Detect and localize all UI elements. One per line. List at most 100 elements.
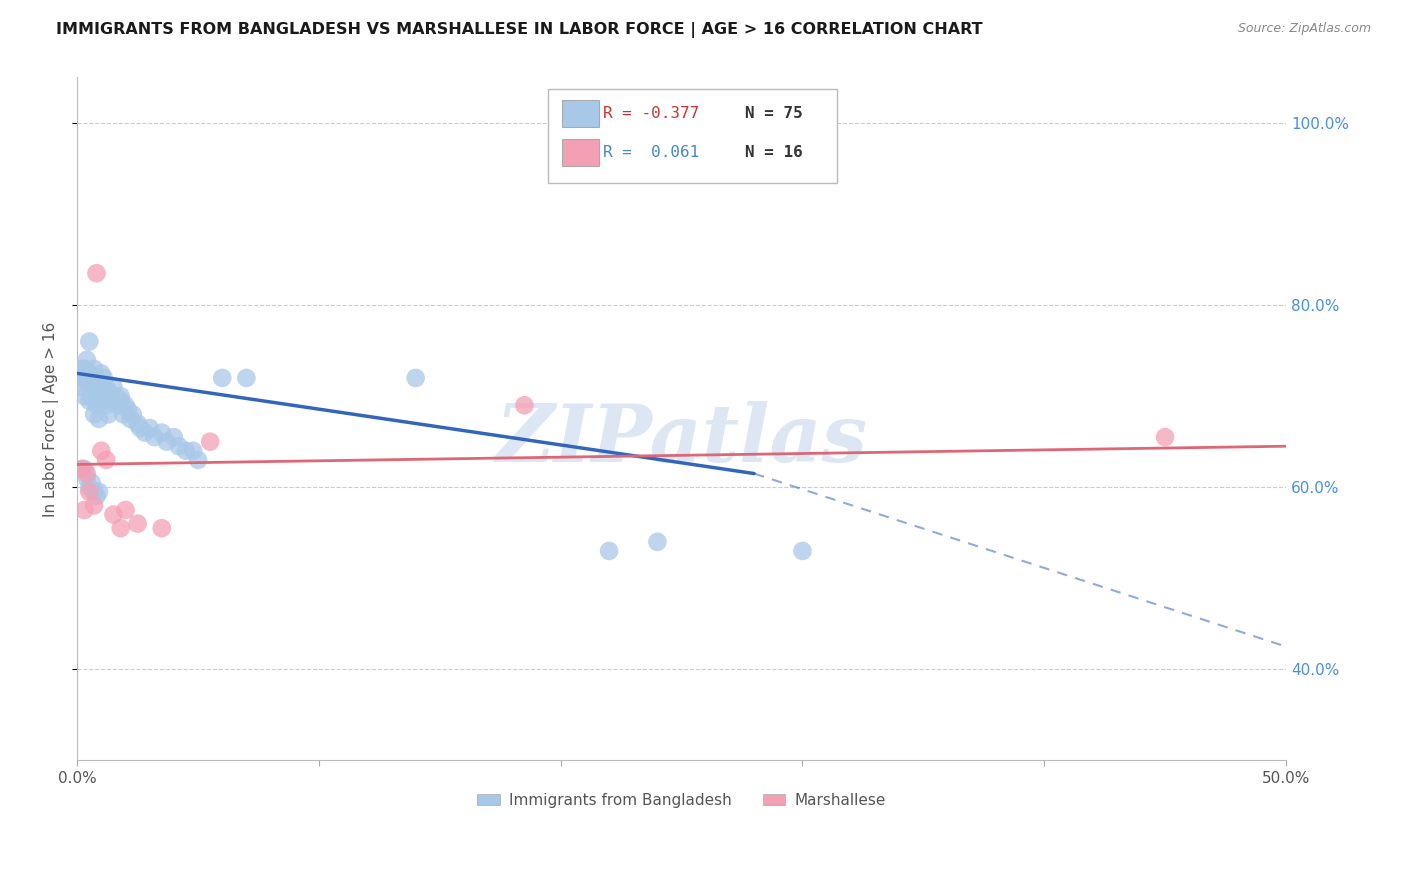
Point: [77, 367, 100, 381]
Point: [80, 475, 103, 490]
Point: [187, 453, 209, 467]
Point: [80, 389, 103, 403]
Point: [76, 352, 98, 367]
Point: [87, 389, 110, 403]
Point: [77, 480, 100, 494]
Point: [112, 408, 135, 422]
Text: Source: ZipAtlas.com: Source: ZipAtlas.com: [1237, 22, 1371, 36]
Text: N = 75: N = 75: [745, 106, 803, 120]
Text: R =  0.061: R = 0.061: [603, 145, 699, 160]
Point: [103, 508, 125, 522]
Point: [167, 439, 190, 453]
Text: ZIPatlas: ZIPatlas: [495, 401, 868, 478]
Text: IMMIGRANTS FROM BANGLADESH VS MARSHALLESE IN LABOR FORCE | AGE > 16 CORRELATION : IMMIGRANTS FROM BANGLADESH VS MARSHALLES…: [56, 22, 983, 38]
Point: [90, 393, 112, 408]
Point: [120, 412, 142, 426]
Point: [163, 430, 186, 444]
Point: [96, 384, 118, 399]
Text: N = 16: N = 16: [745, 145, 803, 160]
Point: [107, 398, 129, 412]
Point: [198, 434, 221, 449]
Point: [235, 371, 257, 385]
Point: [93, 389, 115, 403]
Point: [134, 425, 156, 440]
Point: [174, 443, 197, 458]
Point: [93, 371, 115, 385]
Point: [76, 376, 98, 390]
Point: [121, 408, 143, 422]
Point: [70, 462, 93, 476]
Point: [114, 503, 136, 517]
Point: [87, 412, 110, 426]
Point: [83, 371, 105, 385]
Point: [86, 376, 108, 390]
Point: [96, 380, 118, 394]
Point: [127, 516, 149, 531]
Point: [129, 421, 152, 435]
Point: [73, 462, 96, 476]
Point: [86, 489, 108, 503]
Point: [97, 384, 120, 399]
Point: [73, 361, 96, 376]
Point: [143, 430, 166, 444]
Point: [150, 425, 173, 440]
Point: [86, 371, 108, 385]
Point: [513, 398, 536, 412]
Point: [77, 334, 100, 349]
Point: [405, 371, 427, 385]
Point: [77, 393, 100, 408]
Point: [90, 380, 112, 394]
Point: [70, 371, 93, 385]
Point: [181, 443, 204, 458]
Point: [647, 534, 669, 549]
Point: [103, 393, 125, 408]
Point: [73, 371, 96, 385]
Point: [80, 380, 103, 394]
Point: [156, 434, 179, 449]
Point: [83, 484, 105, 499]
Point: [104, 393, 127, 408]
Point: [96, 398, 118, 412]
Point: [97, 408, 120, 422]
Text: R = -0.377: R = -0.377: [603, 106, 699, 120]
Point: [211, 371, 233, 385]
Point: [103, 380, 125, 394]
Point: [80, 380, 103, 394]
Point: [87, 484, 110, 499]
Point: [127, 417, 149, 431]
Point: [76, 467, 98, 481]
Point: [77, 376, 100, 390]
Point: [138, 421, 160, 435]
Point: [83, 361, 105, 376]
Legend: Immigrants from Bangladesh, Marshallese: Immigrants from Bangladesh, Marshallese: [471, 787, 891, 814]
Point: [90, 443, 112, 458]
Point: [117, 402, 139, 417]
Point: [1154, 430, 1177, 444]
Point: [86, 398, 108, 412]
Point: [792, 544, 814, 558]
Point: [83, 499, 105, 513]
Point: [76, 367, 98, 381]
Point: [83, 408, 105, 422]
Point: [70, 462, 93, 476]
Point: [114, 398, 136, 412]
Point: [598, 544, 620, 558]
Point: [90, 367, 112, 381]
Point: [110, 393, 132, 408]
Point: [69, 380, 91, 394]
Point: [150, 521, 173, 535]
Point: [73, 389, 96, 403]
Point: [100, 389, 122, 403]
Point: [87, 380, 110, 394]
Y-axis label: In Labor Force | Age > 16: In Labor Force | Age > 16: [44, 321, 59, 516]
Point: [110, 521, 132, 535]
Point: [77, 484, 100, 499]
Point: [96, 453, 118, 467]
Point: [70, 361, 93, 376]
Point: [86, 266, 108, 280]
Point: [100, 389, 122, 403]
Point: [73, 503, 96, 517]
Point: [104, 389, 127, 403]
Point: [76, 471, 98, 485]
Point: [110, 389, 132, 403]
